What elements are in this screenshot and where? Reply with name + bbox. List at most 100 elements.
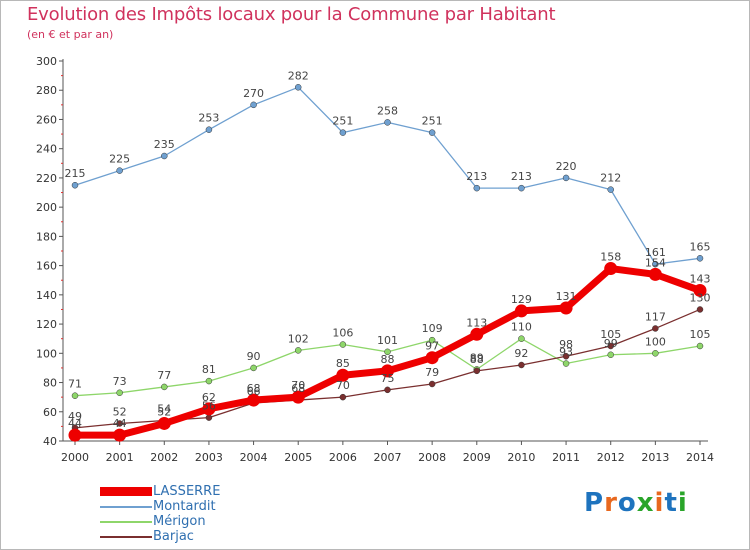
data-point <box>696 306 704 313</box>
data-label: 93 <box>559 346 573 359</box>
data-label: 102 <box>288 332 309 345</box>
data-point <box>339 393 347 401</box>
x-tick-label: 2011 <box>552 451 580 464</box>
data-point <box>161 152 168 160</box>
data-label: 89 <box>470 351 484 364</box>
data-label: 70 <box>336 379 350 392</box>
data-point <box>562 174 570 182</box>
data-label: 213 <box>511 170 532 183</box>
legend-swatch <box>100 487 152 496</box>
data-point <box>425 351 439 365</box>
data-label: 154 <box>645 256 666 269</box>
data-point <box>205 377 213 385</box>
data-label: 100 <box>645 335 666 348</box>
data-point <box>294 347 302 354</box>
data-label: 92 <box>514 347 528 360</box>
data-point <box>648 267 662 281</box>
data-label: 88 <box>470 353 484 366</box>
logo-letter: o <box>617 488 637 518</box>
data-label: 52 <box>157 405 171 418</box>
data-label: 44 <box>113 417 127 430</box>
data-label: 143 <box>690 272 711 285</box>
data-point <box>693 283 707 297</box>
data-label: 99 <box>604 337 618 350</box>
data-label: 49 <box>68 410 82 423</box>
data-label: 282 <box>288 69 309 82</box>
x-tick-label: 2013 <box>641 451 669 464</box>
data-label: 131 <box>556 290 577 303</box>
data-point <box>247 393 261 407</box>
data-point <box>250 101 257 109</box>
data-point <box>205 126 213 133</box>
data-label: 73 <box>113 375 127 388</box>
data-label: 70 <box>291 379 305 392</box>
logo-letter: i <box>654 488 665 518</box>
data-label: 105 <box>690 328 711 341</box>
data-point <box>514 304 528 318</box>
data-point <box>518 184 525 192</box>
data-label: 90 <box>247 350 261 363</box>
data-point <box>428 380 436 388</box>
data-point <box>604 262 618 276</box>
data-label: 79 <box>425 366 439 379</box>
data-label: 213 <box>466 170 487 183</box>
y-tick-label: 280 <box>36 84 57 97</box>
x-tick-label: 2012 <box>597 451 625 464</box>
data-label: 253 <box>198 112 219 125</box>
data-label: 225 <box>109 153 130 166</box>
data-point <box>470 327 484 341</box>
data-label: 105 <box>600 328 621 341</box>
data-label: 258 <box>377 104 398 117</box>
y-tick-label: 220 <box>36 172 57 185</box>
x-tick-label: 2000 <box>61 451 89 464</box>
legend-label: Barjac <box>153 529 194 544</box>
data-label: 270 <box>243 87 264 100</box>
data-point <box>428 129 436 136</box>
x-tick-label: 2008 <box>418 451 446 464</box>
data-point <box>428 336 436 344</box>
y-tick-label: 80 <box>43 377 57 390</box>
data-point <box>68 428 82 442</box>
data-label: 77 <box>157 369 171 382</box>
y-tick-label: 100 <box>36 347 57 360</box>
data-point <box>607 186 614 193</box>
data-label: 251 <box>332 115 353 128</box>
data-label: 117 <box>645 310 666 323</box>
data-point <box>113 428 127 442</box>
data-label: 52 <box>113 405 127 418</box>
data-point <box>116 167 123 174</box>
data-label: 101 <box>377 334 398 347</box>
x-tick-label: 2005 <box>284 451 312 464</box>
data-label: 71 <box>68 378 82 391</box>
data-point <box>652 260 659 268</box>
x-tick-label: 2004 <box>240 451 268 464</box>
data-label: 54 <box>157 403 171 416</box>
data-label: 158 <box>600 251 621 264</box>
data-point <box>518 335 525 342</box>
data-label: 110 <box>511 321 532 334</box>
data-point <box>652 325 659 332</box>
y-tick-label: 140 <box>36 289 57 302</box>
data-point <box>562 352 570 360</box>
data-point <box>339 129 347 136</box>
legend-label: LASSERRE <box>153 484 221 499</box>
data-point <box>562 360 570 367</box>
data-point <box>71 181 79 189</box>
data-label: 68 <box>291 382 305 395</box>
data-label: 220 <box>556 160 577 173</box>
data-label: 129 <box>511 293 532 306</box>
data-label: 98 <box>559 338 573 351</box>
y-tick-label: 160 <box>36 260 57 273</box>
data-point <box>473 367 481 375</box>
data-label: 62 <box>202 391 216 404</box>
data-point <box>518 361 525 369</box>
data-point <box>161 383 168 391</box>
data-label: 85 <box>336 357 350 370</box>
data-point <box>652 350 659 357</box>
data-point <box>384 348 391 356</box>
data-point <box>384 119 391 126</box>
data-point <box>607 342 614 350</box>
data-point <box>205 414 213 421</box>
